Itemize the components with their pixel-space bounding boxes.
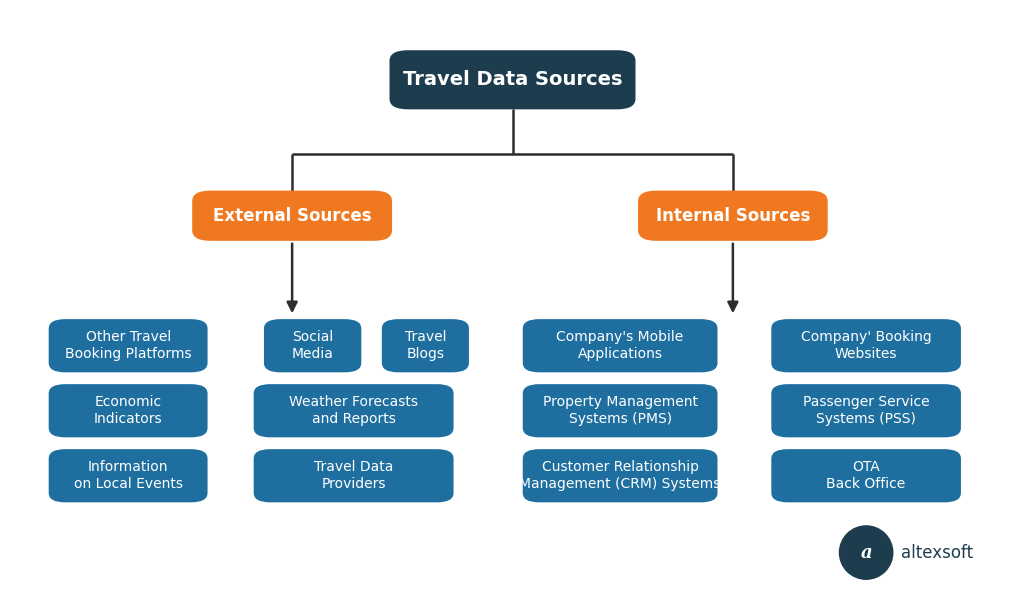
Text: Other Travel
Booking Platforms: Other Travel Booking Platforms [65,330,192,361]
Text: Passenger Service
Systems (PSS): Passenger Service Systems (PSS) [803,395,930,426]
Text: a: a [860,544,872,561]
Text: Company' Booking
Websites: Company' Booking Websites [801,330,932,361]
FancyBboxPatch shape [523,384,718,437]
FancyBboxPatch shape [49,449,207,502]
Text: OTA
Back Office: OTA Back Office [826,460,906,491]
FancyBboxPatch shape [523,449,718,502]
Text: Travel
Blogs: Travel Blogs [405,330,446,361]
FancyBboxPatch shape [523,319,718,372]
Text: Weather Forecasts
and Reports: Weather Forecasts and Reports [289,395,418,426]
FancyBboxPatch shape [771,384,961,437]
Text: External Sources: External Sources [213,207,371,225]
FancyBboxPatch shape [192,191,392,241]
Text: Travel Data
Providers: Travel Data Providers [314,460,394,491]
Text: Travel Data Sources: Travel Data Sources [403,70,622,89]
Text: Social
Media: Social Media [292,330,333,361]
Text: Company's Mobile
Applications: Company's Mobile Applications [557,330,684,361]
Text: altexsoft: altexsoft [901,544,973,561]
FancyBboxPatch shape [49,319,207,372]
FancyBboxPatch shape [638,191,827,241]
FancyBboxPatch shape [390,50,636,109]
FancyBboxPatch shape [771,319,961,372]
FancyBboxPatch shape [253,449,453,502]
Text: Internal Sources: Internal Sources [656,207,810,225]
FancyBboxPatch shape [49,384,207,437]
Text: Property Management
Systems (PMS): Property Management Systems (PMS) [542,395,698,426]
FancyBboxPatch shape [381,319,469,372]
Text: Information
on Local Events: Information on Local Events [74,460,182,491]
Ellipse shape [839,526,893,579]
Text: Economic
Indicators: Economic Indicators [94,395,162,426]
FancyBboxPatch shape [771,449,961,502]
Text: Customer Relationship
Management (CRM) Systems: Customer Relationship Management (CRM) S… [520,460,721,491]
FancyBboxPatch shape [253,384,453,437]
FancyBboxPatch shape [264,319,362,372]
